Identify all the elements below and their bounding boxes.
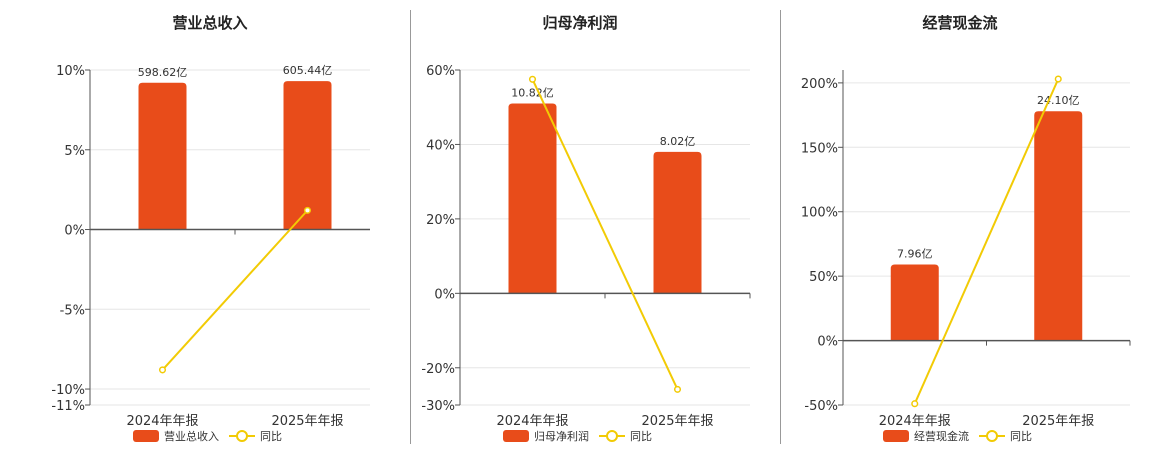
legend-line-marker — [986, 430, 998, 442]
y-tick-label: -5% — [60, 303, 85, 318]
x-tick-label: 2024年年报 — [126, 414, 198, 429]
legend-line-label: 同比 — [1010, 430, 1032, 443]
bar — [283, 81, 332, 230]
yoy-line — [161, 209, 309, 371]
legend-line-marker — [236, 430, 248, 442]
bar — [653, 151, 702, 294]
legend-bar-label: 营业总收入 — [164, 429, 219, 443]
bar-data-label: 605.44亿 — [283, 64, 333, 77]
y-tick-label: 0% — [817, 335, 838, 350]
y-tick-label: 20% — [426, 213, 455, 228]
y-tick-label: 10% — [56, 64, 85, 79]
yoy-line — [531, 78, 679, 390]
legend-line-label: 同比 — [260, 430, 282, 443]
bar-data-label: 8.02亿 — [660, 135, 696, 148]
yoy-point — [528, 75, 537, 83]
y-tick-label: 0% — [434, 287, 455, 302]
bar — [138, 82, 187, 230]
legend-bar-swatch — [503, 430, 529, 442]
chart-title: 经营现金流 — [922, 14, 997, 32]
y-tick-label: 200% — [801, 77, 838, 92]
y-tick-label: -11% — [51, 399, 85, 414]
legend-bar-swatch — [883, 430, 909, 442]
chart-revenue: 营业总收入 10% 5% 0% -5% -10%-11% 598.62亿 605.44亿 202… — [51, 14, 370, 443]
yoy-point — [303, 206, 312, 214]
yoy-point — [158, 366, 167, 374]
yoy-line — [913, 78, 1060, 405]
yoy-point — [1054, 75, 1062, 83]
legend-bar-label: 归母净利润 — [534, 429, 589, 443]
chart-panel-revenue: 营业总收入 10% 5% 0% -5% -10% -11% 598.62亿 605.44亿 202… — [0, 0, 370, 450]
chart-panel-cash-flow: 经营现金流 200% 150% 100% 50% 0% -50% 7.96亿 24.10亿 202… — [780, 0, 1150, 450]
legend-line-label: 同比 — [630, 430, 652, 443]
yoy-point — [673, 385, 682, 393]
chart-panel-net-profit: 归母净利润 60% 40% 20% 0% -20% -30% 10.82亿 8.02亿 2024年… — [390, 0, 760, 450]
bar — [1034, 111, 1083, 341]
chart-title: 归母净利润 — [542, 14, 617, 32]
bar — [508, 103, 557, 294]
x-tick-label: 2025年年报 — [271, 414, 343, 429]
y-tick-label: 50% — [809, 270, 838, 285]
chart-cash-flow: 经营现金流 200% 150% 100% 50% 0% -50% 7.96亿 24.10亿 202… — [801, 14, 1131, 443]
y-tick-label: -10% — [51, 383, 85, 398]
panel-divider — [780, 10, 781, 444]
bar-data-label: 598.62亿 — [138, 66, 188, 79]
y-tick-label: 150% — [801, 141, 838, 156]
chart-net-profit: 归母净利润 60% 40% 20% 0% -20% -30% 10.82亿 8.02亿 2024年… — [421, 14, 751, 443]
bar-data-label: 24.10亿 — [1037, 94, 1080, 107]
x-tick-label: 2025年年报 — [1022, 414, 1094, 429]
panel-divider — [410, 10, 411, 444]
y-tick-label: -20% — [421, 362, 455, 377]
y-tick-label: -30% — [421, 399, 455, 414]
yoy-point — [911, 400, 919, 408]
y-tick-label: 100% — [801, 206, 838, 221]
y-tick-label: 60% — [426, 64, 455, 79]
x-tick-label: 2024年年报 — [496, 414, 568, 429]
legend-bar-label: 经营现金流 — [914, 429, 969, 443]
bar-data-label: 7.96亿 — [897, 248, 933, 261]
x-tick-label: 2025年年报 — [641, 414, 713, 429]
legend-bar-swatch — [133, 430, 159, 442]
x-tick-label: 2024年年报 — [879, 414, 951, 429]
chart-title: 营业总收入 — [172, 14, 247, 32]
legend-line-marker — [606, 430, 618, 442]
bar — [890, 264, 939, 341]
y-tick-label: 5% — [64, 144, 85, 159]
y-tick-label: 0% — [64, 224, 85, 239]
y-tick-label: 40% — [426, 138, 455, 153]
bar-data-label: 10.82亿 — [511, 87, 554, 100]
y-tick-label: -50% — [804, 399, 838, 414]
